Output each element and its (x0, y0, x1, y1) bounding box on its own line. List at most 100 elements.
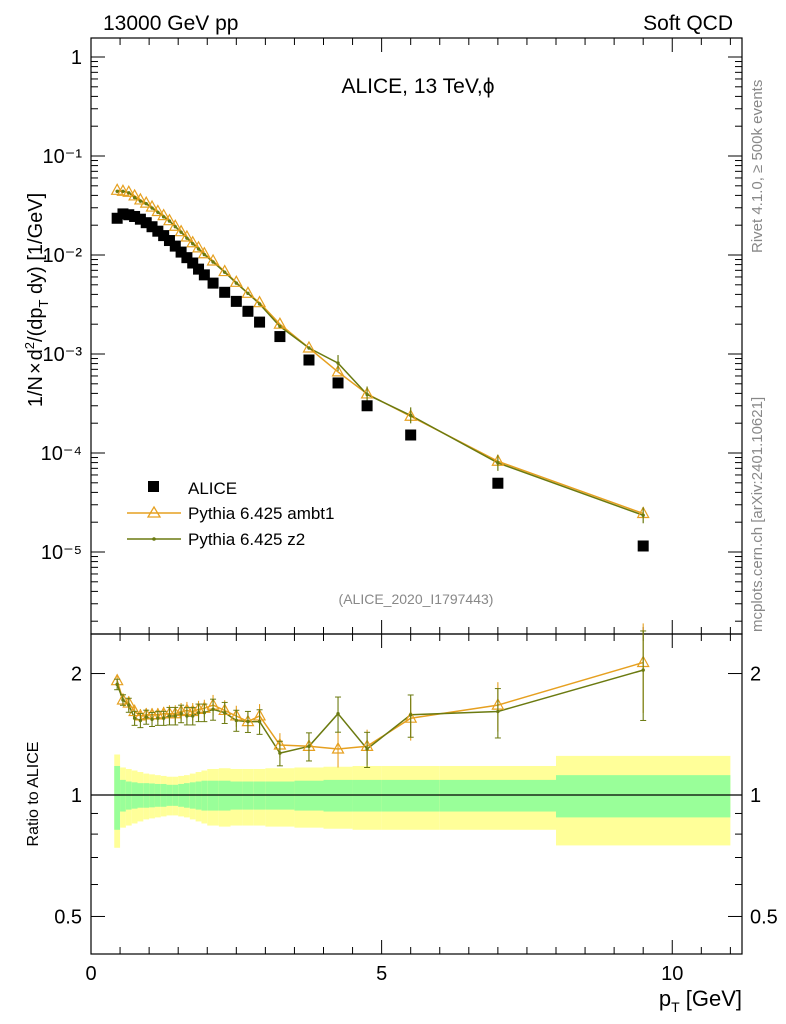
ambt1-point (331, 364, 345, 377)
alice-point (361, 400, 373, 412)
ratio-z2-point (307, 744, 311, 749)
ratio-y-tick-label: 1 (71, 785, 82, 807)
ambt1-point (192, 240, 206, 253)
ambt1-point (145, 199, 159, 212)
header-left: 13000 GeV pp (103, 12, 238, 35)
ratio-z2-point (234, 718, 239, 723)
x-axis-label: pT [GeV] (659, 986, 742, 1015)
alice-point (134, 213, 146, 225)
ratio-y-label: Ratio to ALICE (25, 742, 42, 847)
y-tick-label: 1 (71, 47, 82, 69)
ratio-ambt1-point (331, 741, 345, 754)
z2-point (127, 191, 131, 195)
ratio-y-tick-label: 2 (71, 664, 82, 686)
ratio-z2-point (138, 718, 143, 723)
ratio-z2-point (222, 710, 227, 715)
legend-label-alice: ALICE (188, 479, 237, 498)
ratio-y-tick-label-right: 0.5 (750, 906, 778, 928)
ambt1-point (122, 185, 136, 197)
z2-point (202, 252, 207, 257)
ambt1-point (162, 213, 176, 226)
ratio-y-tick-label-right: 2 (750, 664, 761, 686)
band-inner (120, 779, 126, 812)
ratio-series (110, 623, 650, 768)
alice-point (405, 429, 417, 441)
alice-point (181, 252, 193, 264)
ambt1-point (186, 235, 200, 248)
band-inner (381, 779, 440, 812)
z2-point (234, 281, 239, 285)
ambt1-point (206, 253, 220, 266)
alice-point (129, 210, 141, 222)
ambt1-point (116, 184, 130, 196)
y-tick-label: 10⁻³ (43, 344, 83, 366)
z2-point (246, 291, 250, 296)
z2-point (257, 302, 262, 306)
x-tick-label: 5 (376, 963, 387, 985)
alice-point (254, 316, 266, 328)
legend-marker-alice (148, 481, 159, 492)
z2-point (173, 225, 177, 229)
band-inner (323, 779, 353, 812)
source-label: mcplots.cern.ch [arXiv:2401.10621] (749, 397, 766, 632)
legend-label-z2: Pythia 6.425 z2 (188, 530, 305, 549)
analysis-tag: (ALICE_2020_I1797443) (339, 591, 494, 607)
band-inner (439, 779, 556, 812)
ambt1-point (168, 219, 182, 231)
alice-point (158, 230, 170, 242)
rivet-label: Rivet 4.1.0, ≥ 500k events (749, 80, 766, 253)
y-tick-label: 10⁻¹ (43, 146, 83, 168)
band-inner (114, 765, 121, 830)
alice-point (332, 377, 344, 389)
ambt1-point (151, 204, 165, 217)
main-x-ticks (90, 38, 731, 634)
z2-point (121, 189, 125, 193)
ambt1-point (157, 208, 171, 221)
ambt1-point (197, 246, 211, 259)
z2-point (211, 260, 215, 264)
alice-point (274, 331, 286, 343)
ambt1-point (229, 275, 243, 287)
ratio-y-tick-label: 0.5 (54, 906, 82, 928)
ambt1-point (139, 195, 153, 208)
z2-point (144, 201, 148, 206)
alice-point (117, 208, 129, 220)
ambt1-point (174, 224, 188, 237)
ambt1-point (253, 295, 267, 308)
ratio-z2-point (336, 712, 340, 716)
z2-line (117, 190, 644, 517)
z2-point (179, 230, 183, 234)
ratio-z2-point (167, 714, 172, 718)
ratio-z2-point (173, 714, 177, 718)
alice-point (193, 263, 205, 275)
x-tick-label: 10 (661, 963, 683, 985)
ratio-z2-point (132, 716, 137, 720)
alice-point (637, 540, 649, 552)
alice-point (175, 246, 187, 258)
z2-point (307, 346, 311, 350)
alice-point (187, 257, 199, 269)
band-inner (556, 775, 731, 818)
z2-point (222, 270, 227, 274)
alice-point (163, 235, 175, 247)
ratio-z2-point (191, 714, 195, 718)
legend-marker-z2 (152, 537, 156, 541)
z2-point (150, 206, 154, 210)
legend: ALICE Pythia 6.425 ambt1 Pythia 6.425 z2 (127, 479, 334, 549)
ratio-z2-point (278, 751, 282, 755)
alice-point (198, 269, 210, 281)
z2-point (115, 189, 119, 193)
ratio-plot: 0.5 0.5 1 1 2 2 0 5 10 Ratio to ALICE pT [GeV] (25, 623, 778, 1015)
alice-point (123, 209, 135, 221)
z2-point (191, 242, 195, 246)
alice-point (146, 221, 158, 233)
ratio-uncertainty-bands (114, 754, 731, 848)
z2-point (161, 215, 166, 219)
ratio-z2-point (150, 717, 154, 722)
ratio-y-ticks: 0.5 0.5 1 1 2 2 (54, 664, 778, 929)
z2-point (132, 195, 137, 200)
ratio-z2-point (144, 715, 148, 719)
ratio-z2-point (641, 668, 645, 672)
z2-point (156, 210, 160, 214)
